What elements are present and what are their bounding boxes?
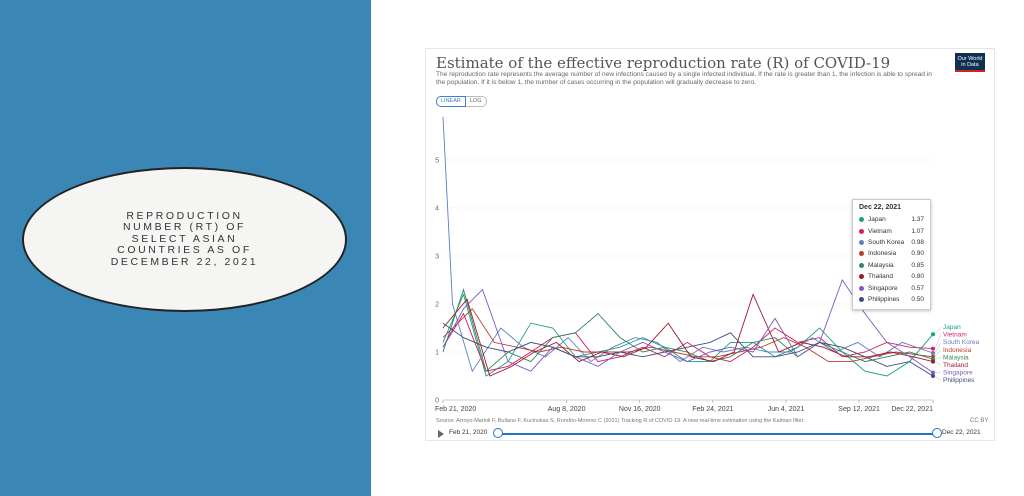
legend-label-south-korea: South Korea: [943, 339, 980, 346]
owid-logo[interactable]: Our World in Data: [955, 53, 985, 72]
tooltip-country-name: Philippines: [868, 295, 900, 303]
tooltip-country-name: Malaysia: [868, 261, 894, 269]
legend-connector: [934, 326, 942, 335]
logo-line-2: in Data: [961, 62, 979, 68]
tooltip-dot-icon: [859, 296, 864, 302]
series-endpoint-vietnam: [931, 346, 935, 351]
tooltip-country-name: Thailand: [868, 273, 893, 281]
timeline-start-handle[interactable]: [493, 428, 503, 438]
tooltip-value: 0.90: [911, 250, 924, 258]
tooltip-value: 1.37: [911, 216, 924, 224]
license-link[interactable]: CC BY: [970, 418, 989, 424]
tooltip-row-vietnam: Vietnam 1.07: [859, 225, 924, 236]
legend-connector: [934, 357, 942, 360]
x-tick-label: Feb 24, 2021: [692, 406, 733, 413]
tooltip-dot-icon: [859, 262, 864, 268]
legend-connector: [934, 334, 942, 349]
chart-title: Estimate of the effective reproduction r…: [436, 54, 891, 72]
legend-label-singapore: Singapore: [943, 370, 973, 377]
tooltip-country-name: Indonesia: [868, 250, 897, 258]
label-layer: 0 1 2 3 4 5 Feb 21, 2020 Aug 8, 2020 Nov 16, 202…: [435, 158, 980, 414]
series-layer: [442, 116, 935, 378]
chart-subtitle: The reproduction rate represents the ave…: [436, 71, 932, 86]
legend-connector: [934, 349, 942, 357]
legend-label-thailand: Thailand: [943, 362, 968, 369]
tooltip-dot-icon: [859, 285, 864, 291]
log-scale-button[interactable]: LOG: [465, 96, 487, 107]
tooltip-country-name: South Korea: [868, 238, 905, 246]
timeline-end-handle[interactable]: [932, 428, 942, 438]
legend-label-philippines: Philippines: [943, 377, 975, 384]
tooltip: Dec 22, 2021 Japan 1.37 Vietnam 1.07 South K…: [852, 199, 931, 310]
tooltip-row-singapore: Singapore 0.57: [859, 282, 924, 293]
legend-label-indonesia: Indonesia: [943, 347, 972, 354]
series-line-thailand: [442, 293, 934, 377]
tooltip-country-name: Japan: [868, 216, 886, 224]
tooltip-dot-icon: [859, 228, 864, 234]
timeline: Feb 21, 2020 Dec 22, 2021: [436, 428, 986, 440]
tooltip-value: 0.85: [911, 261, 924, 269]
x-tick-label: Aug 8, 2020: [548, 406, 586, 413]
tooltip-dot-icon: [859, 274, 864, 280]
timeline-end-label: Dec 22, 2021: [942, 429, 981, 436]
series-line-singapore: [442, 279, 934, 373]
legend-label-vietnam: Vietnam: [943, 332, 967, 339]
series-endpoint-south-korea: [931, 350, 935, 355]
tooltip-date: Dec 22, 2021: [859, 204, 902, 211]
series-endpoint-thailand: [931, 359, 935, 364]
legend-label-malaysia: Malaysia: [943, 354, 969, 361]
tooltip-dot-icon: [859, 239, 864, 245]
series-line-south-korea: [442, 116, 934, 373]
timeline-track[interactable]: [498, 433, 936, 435]
tooltip-country-name: Singapore: [868, 284, 898, 292]
tooltip-value: 0.50: [911, 295, 924, 303]
y-tick-label: 5: [435, 158, 439, 165]
x-tick-label: Sep 12, 2021: [838, 406, 880, 413]
title-ellipse: REPRODUCTION NUMBER (RT) OF SELECT ASIAN…: [22, 167, 347, 312]
series-endpoint-philippines: [931, 374, 935, 378]
tooltip-row-japan: Japan 1.37: [859, 214, 924, 225]
x-tick-label: Nov 16, 2020: [619, 406, 661, 413]
y-tick-label: 4: [435, 206, 439, 213]
y-tick-label: 2: [435, 302, 439, 309]
series-line-indonesia: [442, 308, 934, 363]
tooltip-value: 1.07: [911, 227, 924, 235]
legend-connector: [934, 375, 942, 381]
series-endpoint-japan: [931, 332, 935, 337]
legend-connector: [934, 342, 942, 354]
tooltip-row-malaysia: Malaysia 0.85: [859, 260, 924, 271]
tooltip-row-philippines: Philippines 0.50: [859, 294, 924, 305]
timeline-start-label: Feb 21, 2020: [449, 429, 488, 436]
slide-heading: REPRODUCTION NUMBER (RT) OF SELECT ASIAN…: [110, 209, 259, 268]
scale-toggle: LINEAR LOG: [436, 96, 487, 107]
tooltip-value: 0.98: [911, 238, 924, 246]
y-tick-label: 3: [435, 254, 439, 261]
logo-line-1: Our World: [957, 56, 983, 62]
line-chart: 0 1 2 3 4 5 Feb 21, 2020 Aug 8, 2020 Nov 16, 202…: [435, 116, 980, 414]
series-endpoint-singapore: [931, 370, 935, 375]
x-tick-label: Jun 4, 2021: [768, 406, 805, 413]
tooltip-dot-icon: [859, 217, 864, 223]
tooltip-row-indonesia: Indonesia 0.90: [859, 248, 924, 259]
tooltip-row-south-korea: South Korea 0.98: [859, 237, 924, 248]
tooltip-row-thailand: Thailand 0.80: [859, 271, 924, 282]
source-note: Source: Arroyo-Marioli F, Bullano F, Kuc…: [436, 418, 805, 424]
play-icon[interactable]: [438, 430, 444, 438]
legend-label-japan: Japan: [943, 324, 961, 331]
tooltip-rows: Japan 1.37 Vietnam 1.07 South Korea 0.98 Indon…: [859, 214, 924, 305]
y-tick-label: 0: [435, 398, 439, 405]
x-tick-label: Dec 22, 2021: [891, 406, 933, 413]
series-line-vietnam: [442, 312, 934, 372]
legend-connector: [934, 361, 942, 366]
y-tick-label: 1: [435, 350, 439, 357]
series-line-philippines: [442, 322, 934, 377]
tooltip-value: 0.57: [911, 284, 924, 292]
tooltip-country-name: Vietnam: [868, 227, 892, 235]
linear-scale-button[interactable]: LINEAR: [436, 96, 466, 107]
x-tick-label: Feb 21, 2020: [435, 406, 476, 413]
left-panel: REPRODUCTION NUMBER (RT) OF SELECT ASIAN…: [0, 0, 371, 496]
tooltip-value: 0.80: [911, 273, 924, 281]
tooltip-dot-icon: [859, 251, 864, 257]
